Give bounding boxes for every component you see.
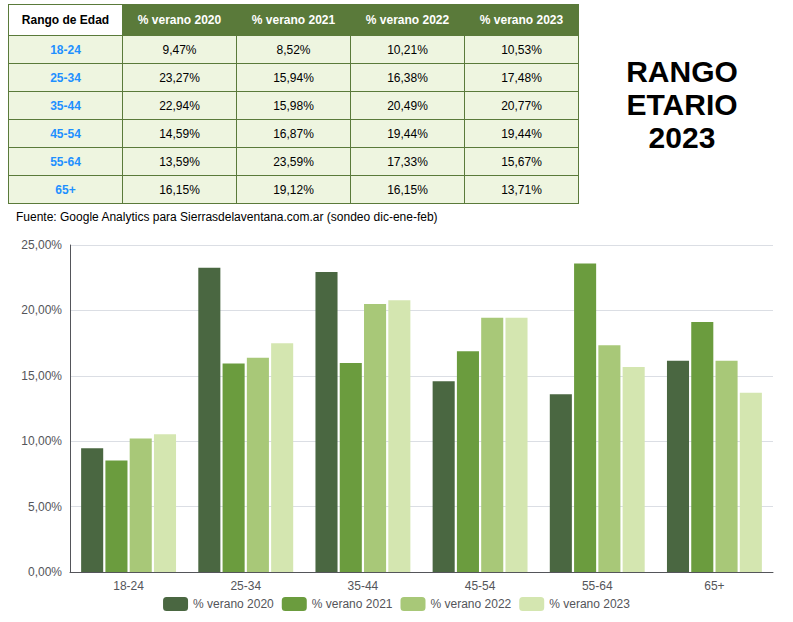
html-text:19,44%: 19,44% bbox=[501, 126, 542, 141]
svg-text:65+: 65+ bbox=[704, 579, 724, 593]
svg-text:% verano 2022: % verano 2022 bbox=[431, 597, 512, 611]
svg-text:55-64: 55-64 bbox=[582, 579, 613, 593]
html-text:19,12%: 19,12% bbox=[273, 182, 314, 197]
html-text:17,48%: 17,48% bbox=[501, 70, 542, 85]
html-text:18-24: 18-24 bbox=[50, 42, 81, 57]
html-text:Rango de Edad: Rango de Edad bbox=[21, 13, 110, 27]
html-text:13,71%: 13,71% bbox=[501, 182, 542, 197]
html-text:RANGO ETARIO 2023: RANGO ETARIO 2023 bbox=[626, 54, 738, 154]
html-text:16,87%: 16,87% bbox=[273, 126, 314, 141]
html-text:17,33%: 17,33% bbox=[387, 154, 428, 169]
html-text:10,53%: 10,53% bbox=[501, 42, 542, 57]
html-text:15,98%: 15,98% bbox=[273, 98, 314, 113]
html-text:% verano 2023: % verano 2023 bbox=[479, 13, 564, 27]
svg-text:35-44: 35-44 bbox=[348, 579, 379, 593]
html-text:19,44%: 19,44% bbox=[387, 126, 428, 141]
html-text:25-34: 25-34 bbox=[50, 70, 81, 85]
svg-text:% verano 2020: % verano 2020 bbox=[193, 597, 274, 611]
html-text:13,59%: 13,59% bbox=[159, 154, 200, 169]
html-text:14,59%: 14,59% bbox=[159, 126, 200, 141]
svg-text:20,00%: 20,00% bbox=[21, 303, 62, 317]
html-text:22,94%: 22,94% bbox=[159, 98, 200, 113]
svg-text:15,00%: 15,00% bbox=[21, 369, 62, 383]
html-text:9,47%: 9,47% bbox=[162, 42, 197, 57]
html-text:16,15%: 16,15% bbox=[159, 182, 200, 197]
svg-text:10,00%: 10,00% bbox=[21, 434, 62, 448]
html-text:Fuente: Google Analytics para: Fuente: Google Analytics para Sierrasdel… bbox=[16, 210, 438, 224]
svg-text:45-54: 45-54 bbox=[465, 579, 496, 593]
html-text:% verano 2022: % verano 2022 bbox=[365, 13, 450, 27]
html-text:45-54: 45-54 bbox=[50, 126, 81, 141]
html-text:20,77%: 20,77% bbox=[501, 98, 542, 113]
html-text:16,15%: 16,15% bbox=[387, 182, 428, 197]
html-text:% verano 2020: % verano 2020 bbox=[137, 13, 222, 27]
html-text:23,27%: 23,27% bbox=[159, 70, 200, 85]
html-text:16,38%: 16,38% bbox=[387, 70, 428, 85]
html-text:65+: 65+ bbox=[55, 182, 76, 197]
svg-text:0,00%: 0,00% bbox=[28, 565, 62, 579]
html-text:15,67%: 15,67% bbox=[501, 154, 542, 169]
svg-text:% verano 2023: % verano 2023 bbox=[549, 597, 630, 611]
svg-text:% verano 2021: % verano 2021 bbox=[312, 597, 393, 611]
svg-text:5,00%: 5,00% bbox=[28, 500, 62, 514]
svg-text:25-34: 25-34 bbox=[230, 579, 261, 593]
html-text:23,59%: 23,59% bbox=[273, 154, 314, 169]
html-text:% verano 2021: % verano 2021 bbox=[251, 13, 336, 27]
svg-text:18-24: 18-24 bbox=[113, 579, 144, 593]
html-text:20,49%: 20,49% bbox=[387, 98, 428, 113]
html-text:8,52%: 8,52% bbox=[276, 42, 311, 57]
html-text:15,94%: 15,94% bbox=[273, 70, 314, 85]
html-text:55-64: 55-64 bbox=[50, 154, 81, 169]
html-text:10,21%: 10,21% bbox=[387, 42, 428, 57]
svg-text:25,00%: 25,00% bbox=[21, 238, 62, 252]
html-text:35-44: 35-44 bbox=[50, 98, 81, 113]
